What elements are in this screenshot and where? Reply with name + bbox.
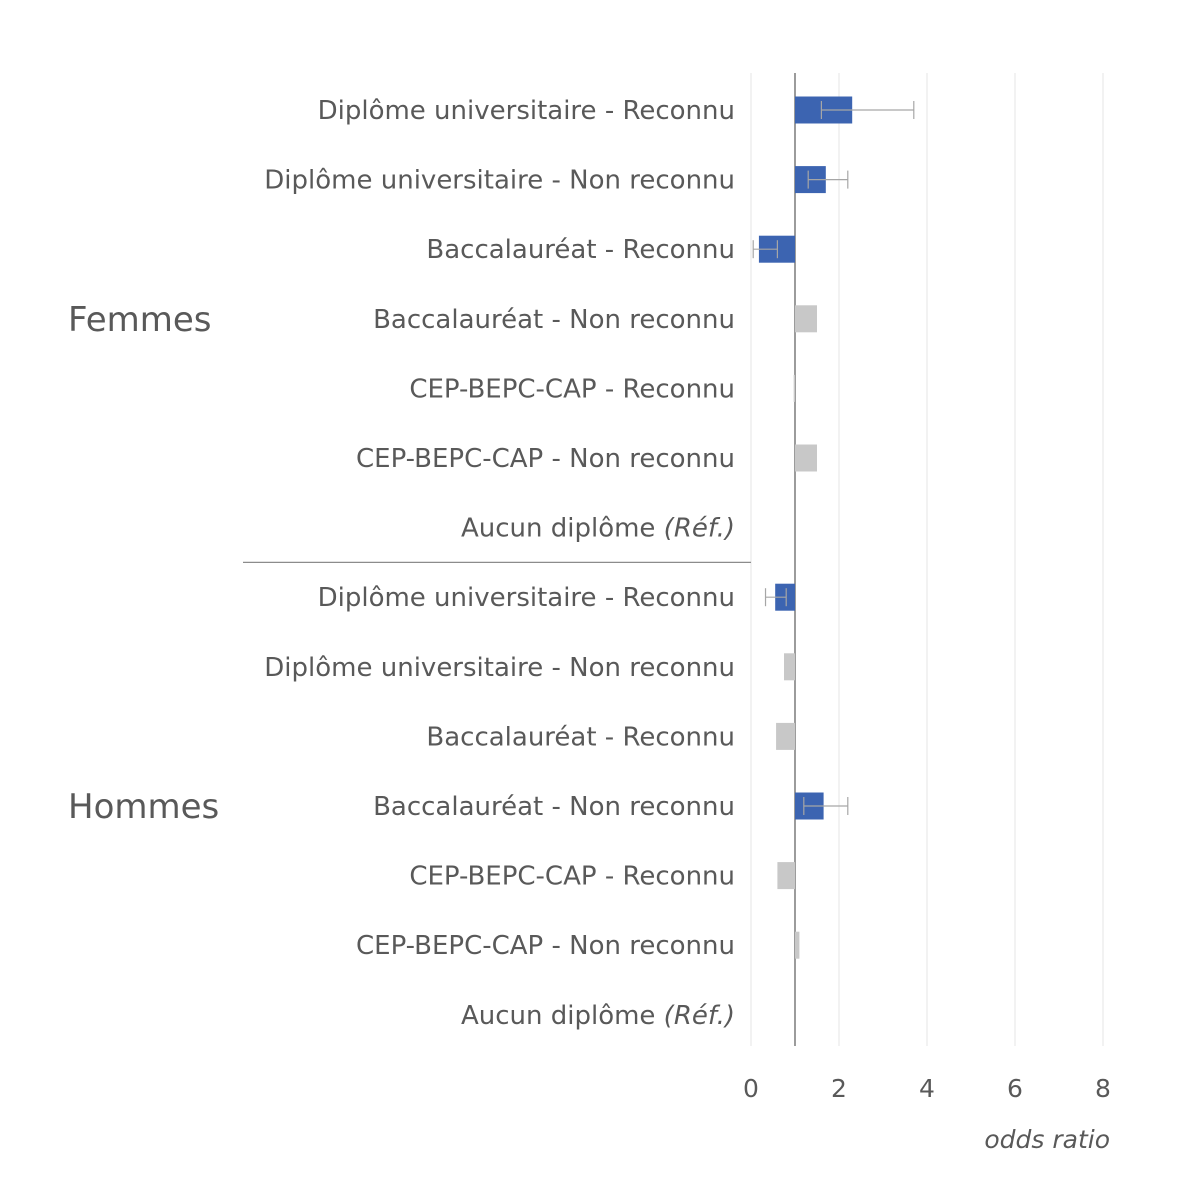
odds-ratio-bar: [777, 862, 795, 890]
category-label: Diplôme universitaire - Reconnu: [318, 96, 735, 126]
odds-ratio-bar: [795, 444, 817, 472]
category-label: CEP-BEPC-CAP - Reconnu: [409, 862, 735, 892]
bar-layer: [758, 96, 853, 959]
category-label: Aucun diplôme (Réf.): [461, 514, 735, 544]
x-tick-label: 6: [1007, 1074, 1023, 1103]
category-label: Diplôme universitaire - Reconnu: [318, 583, 735, 613]
reference-suffix: (Réf.): [655, 1001, 735, 1031]
odds-ratio-bar: [784, 653, 795, 681]
category-label: Baccalauréat - Reconnu: [426, 722, 735, 752]
x-tick-label: 2: [831, 1074, 847, 1103]
category-label: Baccalauréat - Reconnu: [426, 235, 735, 265]
error-bar-layer: [752, 101, 915, 815]
grid-layer: [243, 73, 1104, 1046]
category-label: CEP-BEPC-CAP - Non reconnu: [356, 931, 735, 961]
x-tick-label: 8: [1095, 1074, 1111, 1103]
label-layer: 0 2 4 6 8 Diplôme universitaire - Reconnu Dipl…: [68, 96, 1111, 1103]
category-label: Baccalauréat - Non reconnu: [373, 792, 735, 822]
odds-ratio-bar: [795, 305, 817, 333]
category-label: CEP-BEPC-CAP - Reconnu: [409, 374, 735, 404]
group-label: Hommes: [68, 787, 219, 827]
reference-suffix: (Réf.): [655, 514, 735, 544]
category-label: Diplôme universitaire - Non reconnu: [264, 653, 735, 683]
odds-ratio-bar: [776, 722, 795, 750]
category-label: Aucun diplôme (Réf.): [461, 1001, 735, 1031]
x-tick-label: 0: [743, 1074, 759, 1103]
x-axis-title: odds ratio: [984, 1125, 1110, 1154]
category-label: CEP-BEPC-CAP - Non reconnu: [356, 444, 735, 474]
category-label: Baccalauréat - Non reconnu: [373, 305, 735, 335]
category-label: Diplôme universitaire - Non reconnu: [264, 166, 735, 196]
x-tick-label: 4: [919, 1074, 935, 1103]
odds-ratio-bar: [795, 931, 800, 959]
odds-ratio-bar: [793, 374, 795, 402]
group-label: Femmes: [68, 300, 212, 340]
